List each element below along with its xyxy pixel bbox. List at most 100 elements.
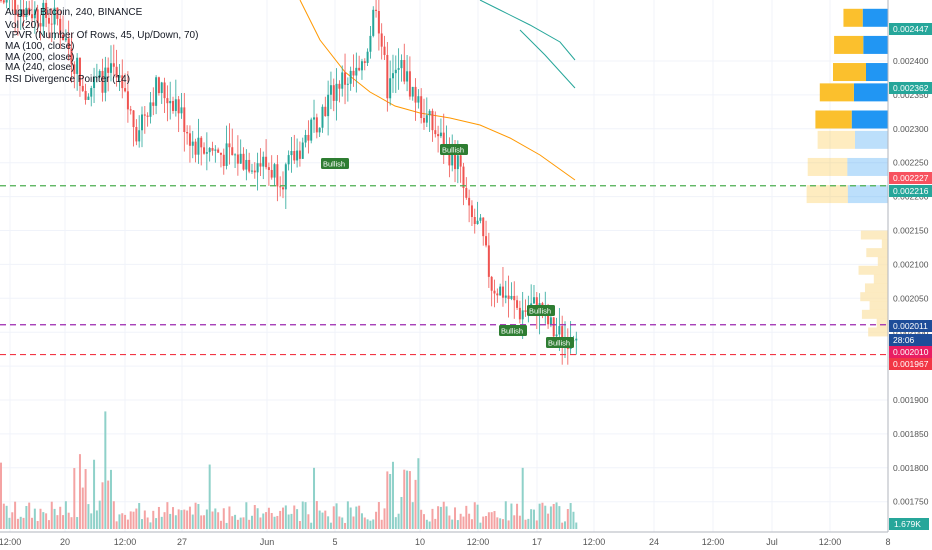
- candle-body: [377, 10, 380, 34]
- volume-bar: [112, 501, 115, 529]
- candle-body: [547, 308, 550, 325]
- candle-body: [324, 106, 327, 117]
- volume-bar: [222, 508, 225, 529]
- candle-body: [338, 83, 341, 89]
- vpvr-low-bar: [866, 248, 888, 258]
- candle-body: [473, 217, 476, 225]
- volume-bar: [45, 513, 48, 529]
- candle-body: [248, 159, 251, 172]
- volume-bar: [143, 510, 146, 529]
- candle-body: [39, 23, 42, 27]
- candle-body: [532, 297, 535, 304]
- candle-body: [115, 66, 118, 78]
- volume-bar: [408, 471, 411, 529]
- vpvr-low-bar: [868, 327, 888, 337]
- candle-body: [456, 155, 459, 170]
- candle-body: [358, 67, 361, 71]
- candle-body: [73, 64, 76, 74]
- candle-body: [465, 188, 468, 198]
- volume-bar: [566, 509, 569, 529]
- volume-bar: [298, 521, 301, 529]
- vpvr-down-bar: [819, 83, 854, 102]
- grid-lines: [0, 0, 889, 532]
- candle-body: [487, 245, 490, 277]
- candle-body: [394, 69, 397, 74]
- time-tick-label: 20: [60, 537, 70, 547]
- candle-body: [242, 153, 245, 170]
- candle-body: [516, 300, 519, 308]
- volume-bar: [360, 513, 363, 529]
- time-tick-label: 12:00: [467, 537, 490, 547]
- candle-body: [90, 88, 93, 97]
- volume-bar: [101, 482, 104, 529]
- price-badge-label: 0.001967: [893, 359, 929, 369]
- volume-bar: [107, 480, 110, 529]
- candle-body: [205, 152, 208, 154]
- volume-bar: [547, 513, 550, 529]
- volume-bar: [186, 510, 189, 529]
- vpvr-up-bar: [855, 130, 888, 149]
- volume-bars: [0, 411, 578, 529]
- candle-body: [434, 130, 437, 135]
- volume-bar: [327, 516, 330, 529]
- vpvr-up-bar: [847, 185, 888, 204]
- candle-body: [56, 7, 59, 19]
- candle-body: [31, 14, 34, 19]
- time-axis-ticks[interactable]: 12:00 20 12:00 27 Jun 5 10 12:00 17 12:00 24 12:00 J…: [0, 537, 891, 547]
- volume-bar: [468, 513, 471, 529]
- candle-body: [33, 9, 36, 19]
- horizontal-levels: [0, 185, 888, 356]
- volume-bar: [273, 516, 276, 529]
- volume-bar: [194, 502, 197, 529]
- candle-body: [521, 310, 524, 320]
- volume-bar: [372, 519, 375, 529]
- candle-body: [476, 220, 479, 225]
- volume-bar: [67, 512, 70, 529]
- candle-body: [490, 276, 493, 291]
- candle-body: [25, 7, 28, 18]
- price-badge: [889, 346, 932, 358]
- candle-body: [499, 286, 502, 296]
- candle-body: [118, 75, 121, 78]
- signal-tag-label: Bullish: [323, 160, 345, 169]
- volume-bar: [344, 522, 347, 529]
- volume-bar: [490, 512, 493, 529]
- candle-body: [211, 148, 214, 151]
- price-badge: [889, 334, 932, 346]
- time-tick-label: 12:00: [819, 537, 842, 547]
- candle-body: [462, 166, 465, 189]
- volume-bar: [397, 513, 400, 529]
- volume-bar: [315, 501, 318, 529]
- time-tick-label: 8: [885, 537, 890, 547]
- volume-bar: [11, 512, 14, 529]
- volume-bar: [321, 512, 324, 529]
- time-tick-label: Jul: [766, 537, 778, 547]
- price-axis-labels: 0.002447 0.002362 0.002227 0.002216 0.002011…: [889, 23, 932, 530]
- volume-bar: [42, 512, 45, 529]
- volume-bar: [64, 501, 67, 529]
- candle-body: [180, 107, 183, 114]
- vpvr-down-bar: [843, 8, 863, 27]
- vpvr-low-bar: [881, 239, 888, 249]
- signal-tag: [546, 337, 574, 348]
- candle-body: [310, 119, 313, 141]
- volume-bar: [524, 519, 527, 529]
- vpvr-down-bar: [806, 185, 848, 204]
- volume-bar: [462, 516, 465, 529]
- volume-bar: [81, 487, 84, 529]
- volume-bar: [417, 458, 420, 529]
- volume-bar: [8, 517, 11, 529]
- time-tick-label: 12:00: [114, 537, 137, 547]
- volume-bar: [160, 516, 163, 529]
- candle-body: [315, 117, 318, 133]
- price-tick-label: 0.001850: [893, 429, 929, 439]
- candle-body: [406, 71, 409, 82]
- candle-body: [496, 293, 499, 296]
- candle-body: [279, 186, 282, 188]
- price-badge-label: 0.002227: [893, 173, 929, 183]
- volume-bar: [259, 517, 262, 529]
- time-tick-label: 12:00: [0, 537, 21, 547]
- candle-body: [183, 107, 186, 133]
- volume-bar: [470, 519, 473, 529]
